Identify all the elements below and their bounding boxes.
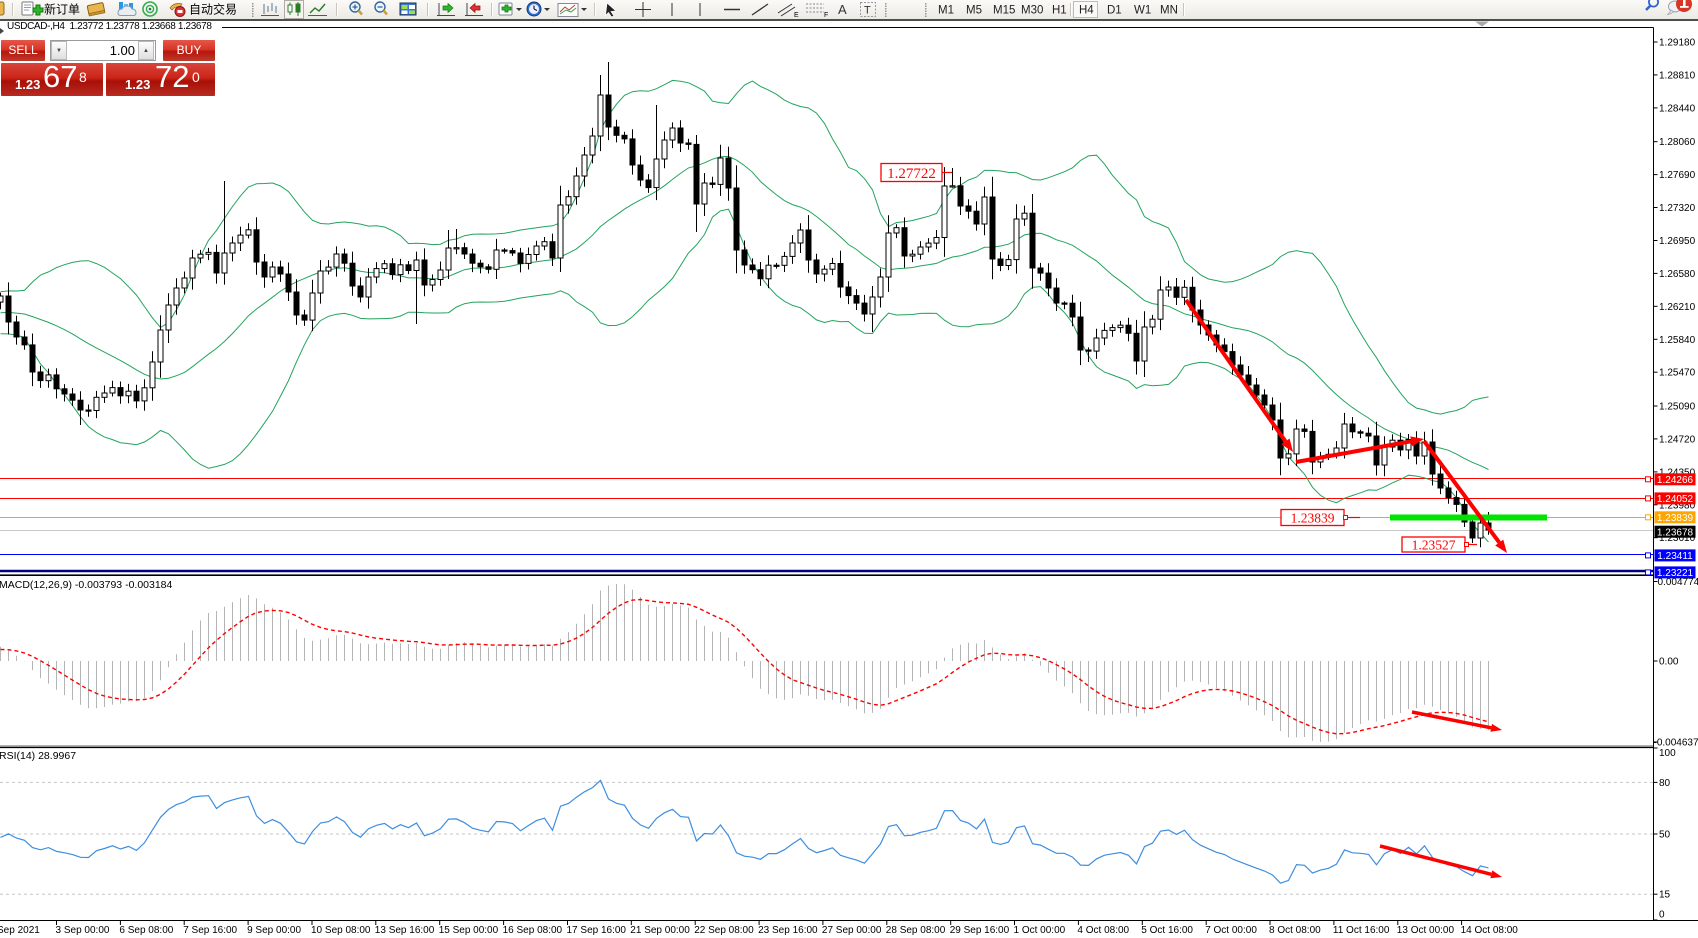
svg-text:H1: H1 (1052, 5, 1067, 17)
svg-text:T: T (864, 5, 871, 17)
svg-text:13 Oct 00:00: 13 Oct 00:00 (1397, 925, 1455, 936)
svg-text:1.25470: 1.25470 (1659, 368, 1696, 379)
svg-text:1.27722: 1.27722 (887, 166, 936, 182)
svg-text:5 Oct 16:00: 5 Oct 16:00 (1141, 925, 1193, 936)
svg-text:3 Sep 00:00: 3 Sep 00:00 (56, 925, 110, 936)
svg-text:4 Oct 08:00: 4 Oct 08:00 (1077, 925, 1129, 936)
svg-text:H4: H4 (1079, 5, 1094, 17)
svg-text:1 Oct 00:00: 1 Oct 00:00 (1014, 925, 1066, 936)
svg-text:8 Oct 08:00: 8 Oct 08:00 (1269, 925, 1321, 936)
svg-text:11 Oct 16:00: 11 Oct 16:00 (1333, 925, 1390, 936)
svg-text:21 Sep 00:00: 21 Sep 00:00 (630, 925, 690, 936)
svg-text:1.23527: 1.23527 (1412, 537, 1456, 552)
svg-text:1.26580: 1.26580 (1659, 269, 1696, 280)
svg-text:1.28440: 1.28440 (1659, 103, 1696, 114)
svg-text:新订单: 新订单 (44, 2, 80, 17)
svg-text:1.24350: 1.24350 (1659, 467, 1696, 478)
svg-text:1.27320: 1.27320 (1659, 203, 1696, 214)
svg-text:1.23980: 1.23980 (1659, 500, 1696, 511)
svg-text:29 Sep 16:00: 29 Sep 16:00 (950, 925, 1010, 936)
svg-text:1.28810: 1.28810 (1659, 70, 1696, 81)
svg-text:28 Sep 08:00: 28 Sep 08:00 (886, 925, 946, 936)
svg-text:22 Sep 08:00: 22 Sep 08:00 (694, 925, 754, 936)
svg-text:0.00: 0.00 (1659, 657, 1679, 668)
svg-text:1.23610: 1.23610 (1659, 533, 1696, 544)
svg-text:80: 80 (1659, 778, 1671, 789)
svg-text:0: 0 (1659, 910, 1665, 921)
svg-text:1.25840: 1.25840 (1659, 335, 1696, 346)
svg-text:27 Sep 00:00: 27 Sep 00:00 (822, 925, 882, 936)
svg-text:1.23839: 1.23839 (1657, 513, 1694, 524)
svg-text:M15: M15 (993, 5, 1015, 17)
svg-text:W1: W1 (1134, 5, 1151, 17)
svg-text:6 Sep 08:00: 6 Sep 08:00 (119, 925, 173, 936)
svg-text:E: E (794, 12, 799, 19)
svg-text:1.25090: 1.25090 (1659, 402, 1696, 413)
svg-text:1.24052: 1.24052 (1657, 494, 1694, 505)
svg-text:10 Sep 08:00: 10 Sep 08:00 (311, 925, 371, 936)
svg-text:17 Sep 16:00: 17 Sep 16:00 (567, 925, 627, 936)
svg-text:M1: M1 (938, 5, 954, 17)
svg-text:1.23678: 1.23678 (1657, 528, 1694, 539)
svg-text:7 Oct 00:00: 7 Oct 00:00 (1205, 925, 1257, 936)
svg-text:15: 15 (1659, 890, 1671, 901)
svg-text:F: F (824, 12, 828, 19)
svg-text:7 Sep 16:00: 7 Sep 16:00 (183, 925, 237, 936)
svg-text:-0.004637: -0.004637 (1654, 738, 1698, 749)
svg-text:1.26950: 1.26950 (1659, 236, 1696, 247)
svg-text:100: 100 (1659, 748, 1676, 759)
svg-text:1.26210: 1.26210 (1659, 302, 1696, 313)
svg-text:0.004774: 0.004774 (1658, 577, 1698, 588)
svg-text:1.24720: 1.24720 (1659, 434, 1696, 445)
svg-text:RSI(14) 28.9967: RSI(14) 28.9967 (0, 750, 76, 762)
svg-text:1.24266: 1.24266 (1657, 475, 1694, 486)
svg-text:15 Sep 00:00: 15 Sep 00:00 (439, 925, 499, 936)
svg-text:50: 50 (1659, 830, 1671, 841)
svg-text:16 Sep 08:00: 16 Sep 08:00 (503, 925, 563, 936)
svg-text:A: A (838, 2, 847, 17)
svg-text:1.23411: 1.23411 (1657, 551, 1693, 562)
svg-text:M30: M30 (1021, 5, 1043, 17)
svg-text:23 Sep 16:00: 23 Sep 16:00 (758, 925, 818, 936)
svg-text:M5: M5 (966, 5, 982, 17)
svg-text:1.23839: 1.23839 (1291, 510, 1335, 525)
svg-text:1.27690: 1.27690 (1659, 170, 1696, 181)
svg-text:13 Sep 16:00: 13 Sep 16:00 (375, 925, 435, 936)
svg-text:D1: D1 (1107, 5, 1122, 17)
svg-text:9 Sep 00:00: 9 Sep 00:00 (247, 925, 301, 936)
svg-text:1.29180: 1.29180 (1659, 38, 1696, 49)
svg-text:MACD(12,26,9) -0.003793 -0.003: MACD(12,26,9) -0.003793 -0.003184 (0, 579, 173, 591)
svg-text:Sep 2021: Sep 2021 (0, 925, 40, 936)
svg-text:MN: MN (1160, 5, 1178, 17)
svg-text:1.28060: 1.28060 (1659, 137, 1696, 148)
svg-text:自动交易: 自动交易 (189, 2, 237, 17)
svg-text:1.23221: 1.23221 (1657, 568, 1694, 579)
svg-text:14 Oct 08:00: 14 Oct 08:00 (1461, 925, 1519, 936)
